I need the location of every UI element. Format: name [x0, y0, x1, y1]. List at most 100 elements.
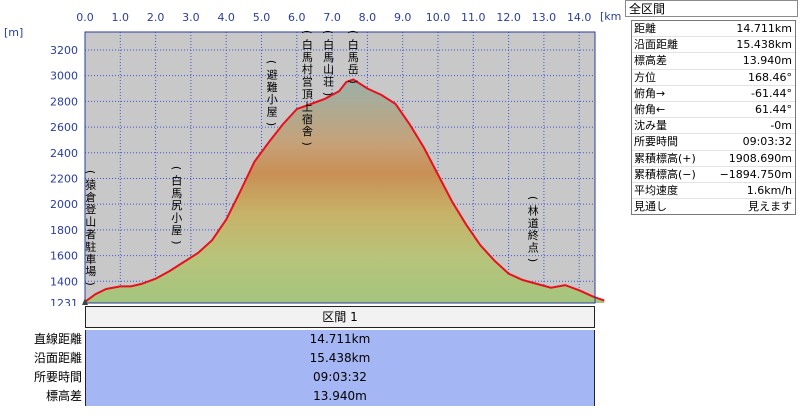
svg-text:山: 山	[85, 216, 96, 229]
segment-header[interactable]: 区間 1	[85, 306, 595, 328]
svg-text:猿: 猿	[85, 177, 96, 191]
svg-text:営: 営	[302, 75, 313, 89]
y-tick-label: 1400	[50, 275, 78, 288]
svg-text:): )	[84, 281, 97, 285]
info-key: 累積標高(−)	[634, 167, 696, 181]
svg-text:点: 点	[528, 242, 539, 255]
info-row-time: 所要時間 09:03:32	[632, 134, 795, 151]
landmark-label: (白馬岳)	[346, 30, 359, 84]
svg-text:尻: 尻	[171, 199, 182, 212]
svg-text:上: 上	[302, 100, 313, 113]
info-row-depression-back: 俯角← 61.44°	[632, 102, 795, 119]
info-value: 1908.690m	[728, 151, 792, 165]
x-tick-label: 13.0	[532, 11, 557, 24]
x-tick-label: 5.0	[253, 11, 271, 24]
segment-surface-distance-label: 沿面距離	[33, 351, 82, 365]
svg-text:(: (	[526, 196, 539, 200]
y-tick-label: 1800	[50, 224, 78, 237]
x-tick-label: 7.0	[323, 11, 341, 24]
svg-text:): )	[170, 240, 183, 244]
segment-time-label: 所要時間	[33, 370, 82, 384]
svg-text:馬: 馬	[323, 51, 334, 64]
terrain-area	[85, 79, 605, 303]
svg-text:屋: 屋	[171, 224, 182, 237]
y-tick-label: 2000	[50, 198, 78, 211]
elevation-profile-window: 0.0 1.0 2.0 3.0 4.0 5.0 6.0 7.0 8.0 9.0 10.0 11.0 12…	[0, 0, 626, 406]
info-row-surface-distance: 沿面距離 15.438km	[632, 37, 795, 54]
info-key: 俯角→	[634, 86, 666, 100]
x-tick-label: 9.0	[394, 11, 412, 24]
segment-elevation-diff-label: 標高差	[45, 389, 82, 403]
info-value: 14.711km	[736, 22, 792, 35]
info-key: 所要時間	[634, 135, 678, 149]
info-row-cumulative-down: 累積標高(−) −1894.750m	[632, 167, 795, 183]
x-tick-label: 4.0	[217, 11, 235, 24]
y-axis-unit: [m]	[4, 26, 23, 39]
svg-text:白: 白	[323, 37, 334, 51]
segment-surface-distance-value: 15.438km	[85, 349, 595, 368]
info-value: -61.44°	[751, 86, 792, 100]
info-key: 累積標高(+)	[634, 151, 696, 165]
x-tick-label: 11.0	[461, 11, 486, 24]
elevation-chart[interactable]: 0.0 1.0 2.0 3.0 4.0 5.0 6.0 7.0 8.0 9.0 10.0 11.0 12…	[0, 0, 626, 310]
x-tick-label: 0.0	[76, 11, 94, 24]
y-tick-label: 2800	[50, 95, 78, 108]
plot-border	[84, 31, 596, 304]
x-tick-label: 14.0	[567, 11, 592, 24]
svg-text:者: 者	[85, 228, 96, 241]
info-key: 見通し	[634, 200, 667, 214]
info-key: 平均速度	[634, 183, 678, 197]
svg-text:道: 道	[528, 216, 539, 230]
svg-text:難: 難	[267, 81, 278, 94]
y-tick-label: 1231	[50, 297, 78, 306]
info-row-depression-forward: 俯角→ -61.44°	[632, 86, 795, 102]
svg-text:(: (	[322, 30, 335, 34]
info-table: 距離 14.711km 沿面距離 15.438km 標高差 13.940m 方位 168…	[631, 20, 796, 216]
svg-text:登: 登	[85, 202, 96, 216]
x-axis-unit: [km]	[600, 10, 622, 23]
info-row-cumulative-up: 累積標高(+) 1908.690m	[632, 151, 795, 167]
svg-text:屋: 屋	[267, 106, 278, 119]
y-axis-ticks: 3200 3000 2800 2600 2400 2200 2000 1800 1600 1400…	[50, 44, 78, 310]
info-value: 1.6km/h	[746, 183, 792, 197]
landmark-labels: (猿倉登山者駐車場)(白馬尻小屋)(避難小屋)(白馬村営頂上宿舎)(白馬山荘)(…	[84, 30, 540, 286]
segment-straight-distance-value: 14.711km	[85, 330, 595, 349]
info-panel-title[interactable]: 全区間	[625, 0, 798, 17]
svg-text:(: (	[265, 60, 278, 64]
svg-text:終: 終	[528, 228, 539, 242]
segment-straight-distance-label: 直線距離	[33, 332, 82, 346]
svg-text:村: 村	[302, 62, 313, 76]
y-tick-label: 3000	[50, 70, 78, 83]
start-marker	[82, 298, 88, 305]
svg-text:山: 山	[323, 63, 334, 76]
svg-text:白: 白	[302, 37, 313, 51]
x-tick-label: 1.0	[112, 11, 130, 24]
info-key: 標高差	[634, 54, 667, 68]
x-tick-label: 12.0	[496, 11, 521, 24]
svg-text:避: 避	[267, 67, 278, 81]
info-panel: 全区間 距離 14.711km 沿面距離 15.438km 標高差 13.940m 方…	[625, 0, 800, 216]
svg-text:宿: 宿	[302, 112, 313, 126]
svg-text:): )	[322, 92, 335, 96]
y-tick-label: 3200	[50, 44, 78, 57]
info-value: 13.940m	[742, 54, 792, 68]
panel-background	[622, 205, 800, 419]
info-value: −1894.750m	[719, 167, 792, 181]
svg-text:岳: 岳	[348, 63, 359, 76]
info-key: 沿面距離	[634, 38, 678, 52]
svg-text:舎: 舎	[302, 125, 313, 138]
svg-text:林: 林	[528, 203, 539, 217]
info-key: 俯角←	[634, 102, 666, 116]
info-value: 09:03:32	[742, 135, 792, 149]
info-row-elevation-diff: 標高差 13.940m	[632, 53, 795, 70]
x-tick-label: 8.0	[359, 11, 377, 24]
x-tick-label: 6.0	[288, 11, 306, 24]
svg-text:小: 小	[267, 93, 278, 106]
svg-text:馬: 馬	[302, 51, 313, 64]
info-value: 168.46°	[748, 70, 792, 84]
